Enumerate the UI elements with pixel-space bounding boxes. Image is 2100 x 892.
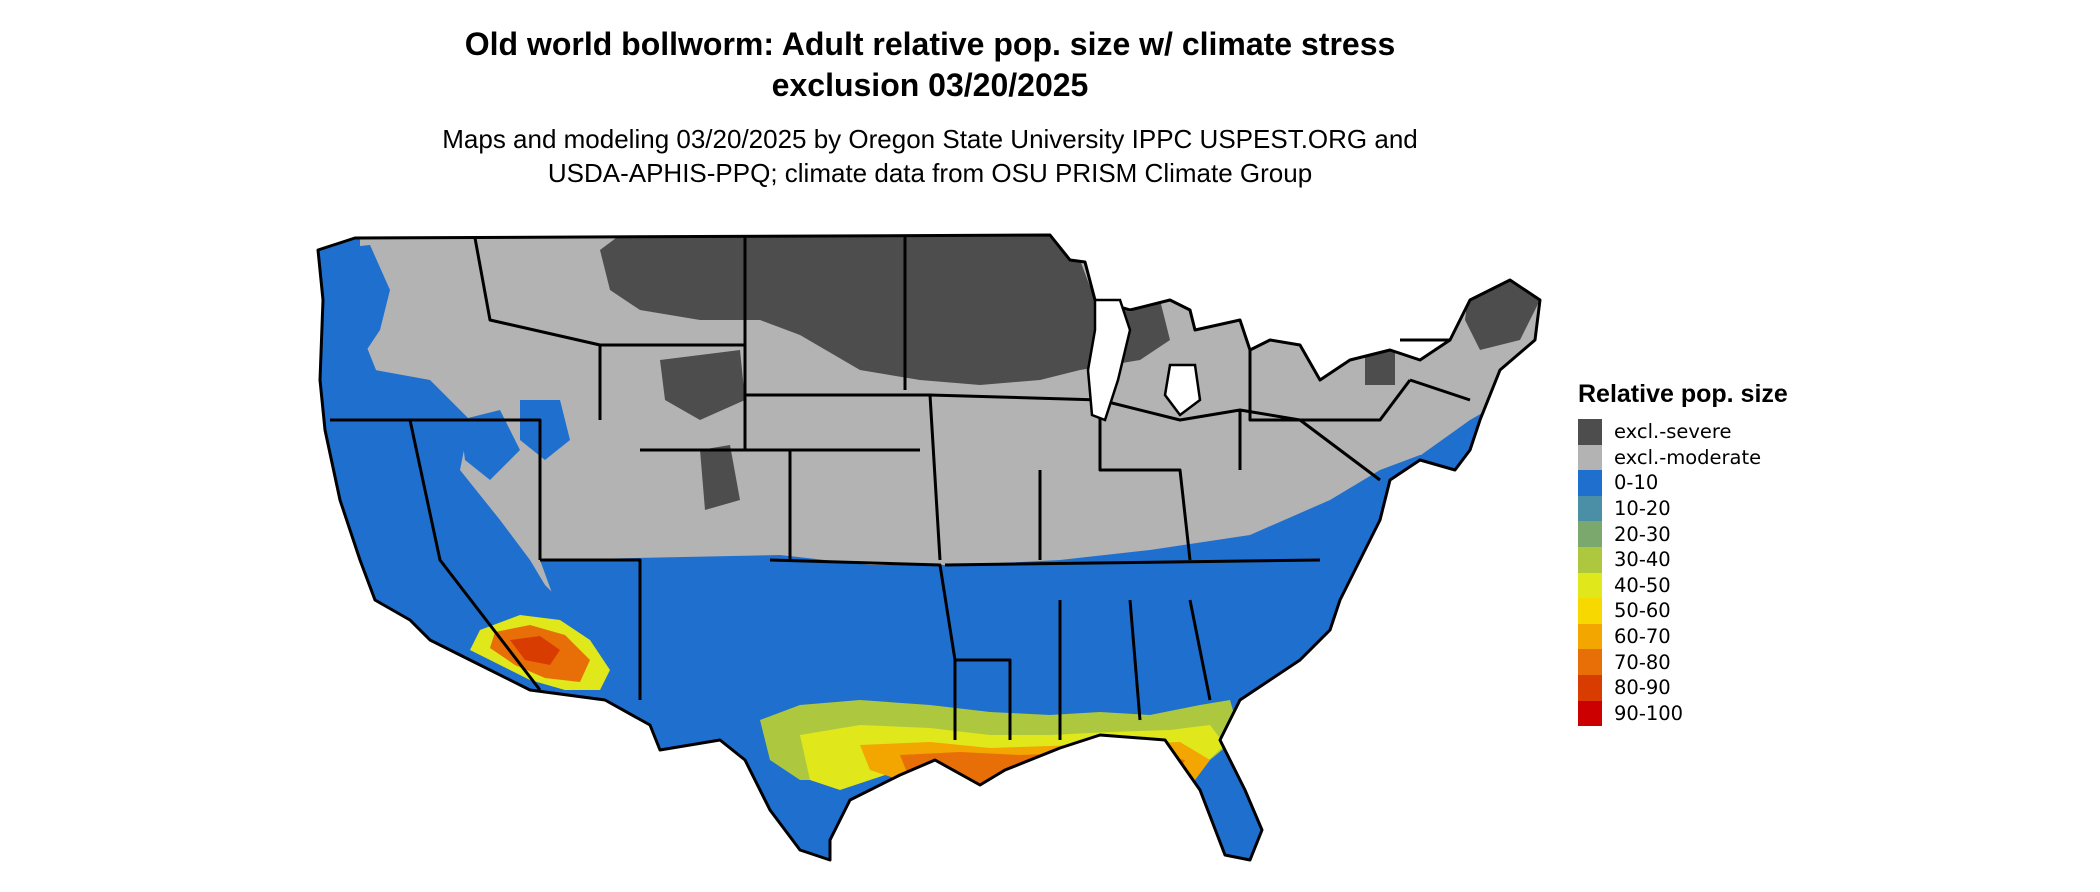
- map-title: Old world bollworm: Adult relative pop. …: [380, 24, 1480, 106]
- legend-label: 50-60: [1614, 599, 1671, 623]
- region-excl-severe-wyoming: [660, 350, 745, 420]
- region-70-80-gulf: [900, 752, 1185, 790]
- legend-item: 10-20: [1578, 495, 1788, 522]
- legend-item: excl.-severe: [1578, 419, 1788, 445]
- legend-item: 30-40: [1578, 546, 1788, 573]
- border-plains: [743, 235, 942, 561]
- map-subtitle: Maps and modeling 03/20/2025 by Oregon S…: [380, 122, 1480, 190]
- state-borders: [316, 233, 1542, 862]
- legend-title: Relative pop. size: [1578, 380, 1788, 408]
- legend-label: 10-20: [1614, 497, 1671, 521]
- us-outline: [316, 233, 1542, 862]
- legend-label: 40-50: [1614, 573, 1671, 597]
- border-midwest: [929, 393, 1381, 561]
- legend-swatch: [1578, 521, 1602, 547]
- legend-label: excl.-moderate: [1614, 445, 1762, 469]
- legend-item: 0-10: [1578, 470, 1788, 496]
- legend-label: 80-90: [1614, 676, 1671, 700]
- lake-huron: [1163, 363, 1202, 417]
- subtitle-line-1: Maps and modeling 03/20/2025 by Oregon S…: [442, 124, 1418, 154]
- legend-label: 20-30: [1614, 522, 1671, 546]
- legend-swatch: [1578, 495, 1602, 522]
- legend-swatch: [1578, 674, 1602, 701]
- legend-swatch: [1578, 572, 1602, 599]
- border-northeast: [1248, 338, 1471, 422]
- legend-item: 50-60: [1578, 598, 1788, 624]
- border-central: [769, 235, 957, 740]
- legend-swatch: [1578, 419, 1602, 445]
- region-oregon-blue: [460, 410, 520, 480]
- border-ca-nv: [330, 418, 542, 691]
- legend-item: 90-100: [1578, 700, 1788, 727]
- legend-label: 90-100: [1614, 701, 1684, 725]
- legend-item: excl.-moderate: [1578, 444, 1788, 471]
- legend-item: 70-80: [1578, 649, 1788, 675]
- region-excl-severe-north: [600, 235, 1170, 385]
- legend-label: 70-80: [1614, 650, 1671, 674]
- border-east-central: [944, 410, 1321, 567]
- legend-items: excl.-severe excl.-moderate 0-10 10-20 20-30…: [1578, 419, 1788, 727]
- region-west-coast-blue: [320, 245, 390, 380]
- region-excl-severe-colorado: [700, 445, 740, 510]
- legend: Relative pop. size excl.-severe excl.-mod…: [1578, 380, 1788, 727]
- legend-swatch: [1578, 598, 1602, 624]
- region-nevada-blue: [520, 400, 570, 460]
- legend-item: 80-90: [1578, 674, 1788, 701]
- legend-label: excl.-severe: [1614, 420, 1732, 444]
- title-line-1: Old world bollworm: Adult relative pop. …: [464, 26, 1396, 62]
- subtitle-line-2: USDA-APHIS-PPQ; climate data from OSU PR…: [547, 158, 1313, 188]
- legend-label: 30-40: [1614, 548, 1671, 572]
- map-fill-layer: [318, 235, 1540, 860]
- lake-michigan: [1086, 298, 1132, 422]
- legend-swatch: [1578, 623, 1602, 650]
- legend-swatch: [1578, 444, 1602, 471]
- border-deep-south: [955, 599, 1212, 740]
- legend-item: 20-30: [1578, 521, 1788, 547]
- legend-item: 40-50: [1578, 572, 1788, 599]
- region-california-blue: [320, 360, 560, 650]
- legend-label: 60-70: [1614, 625, 1671, 649]
- legend-swatch: [1578, 470, 1602, 496]
- legend-swatch: [1578, 700, 1602, 727]
- title-line-2: exclusion 03/20/2025: [771, 67, 1089, 103]
- legend-swatch: [1578, 546, 1602, 573]
- legend-label: 0-10: [1614, 471, 1659, 495]
- region-80-90-arizona: [510, 636, 560, 665]
- legend-swatch: [1578, 649, 1602, 675]
- legend-item: 60-70: [1578, 623, 1788, 650]
